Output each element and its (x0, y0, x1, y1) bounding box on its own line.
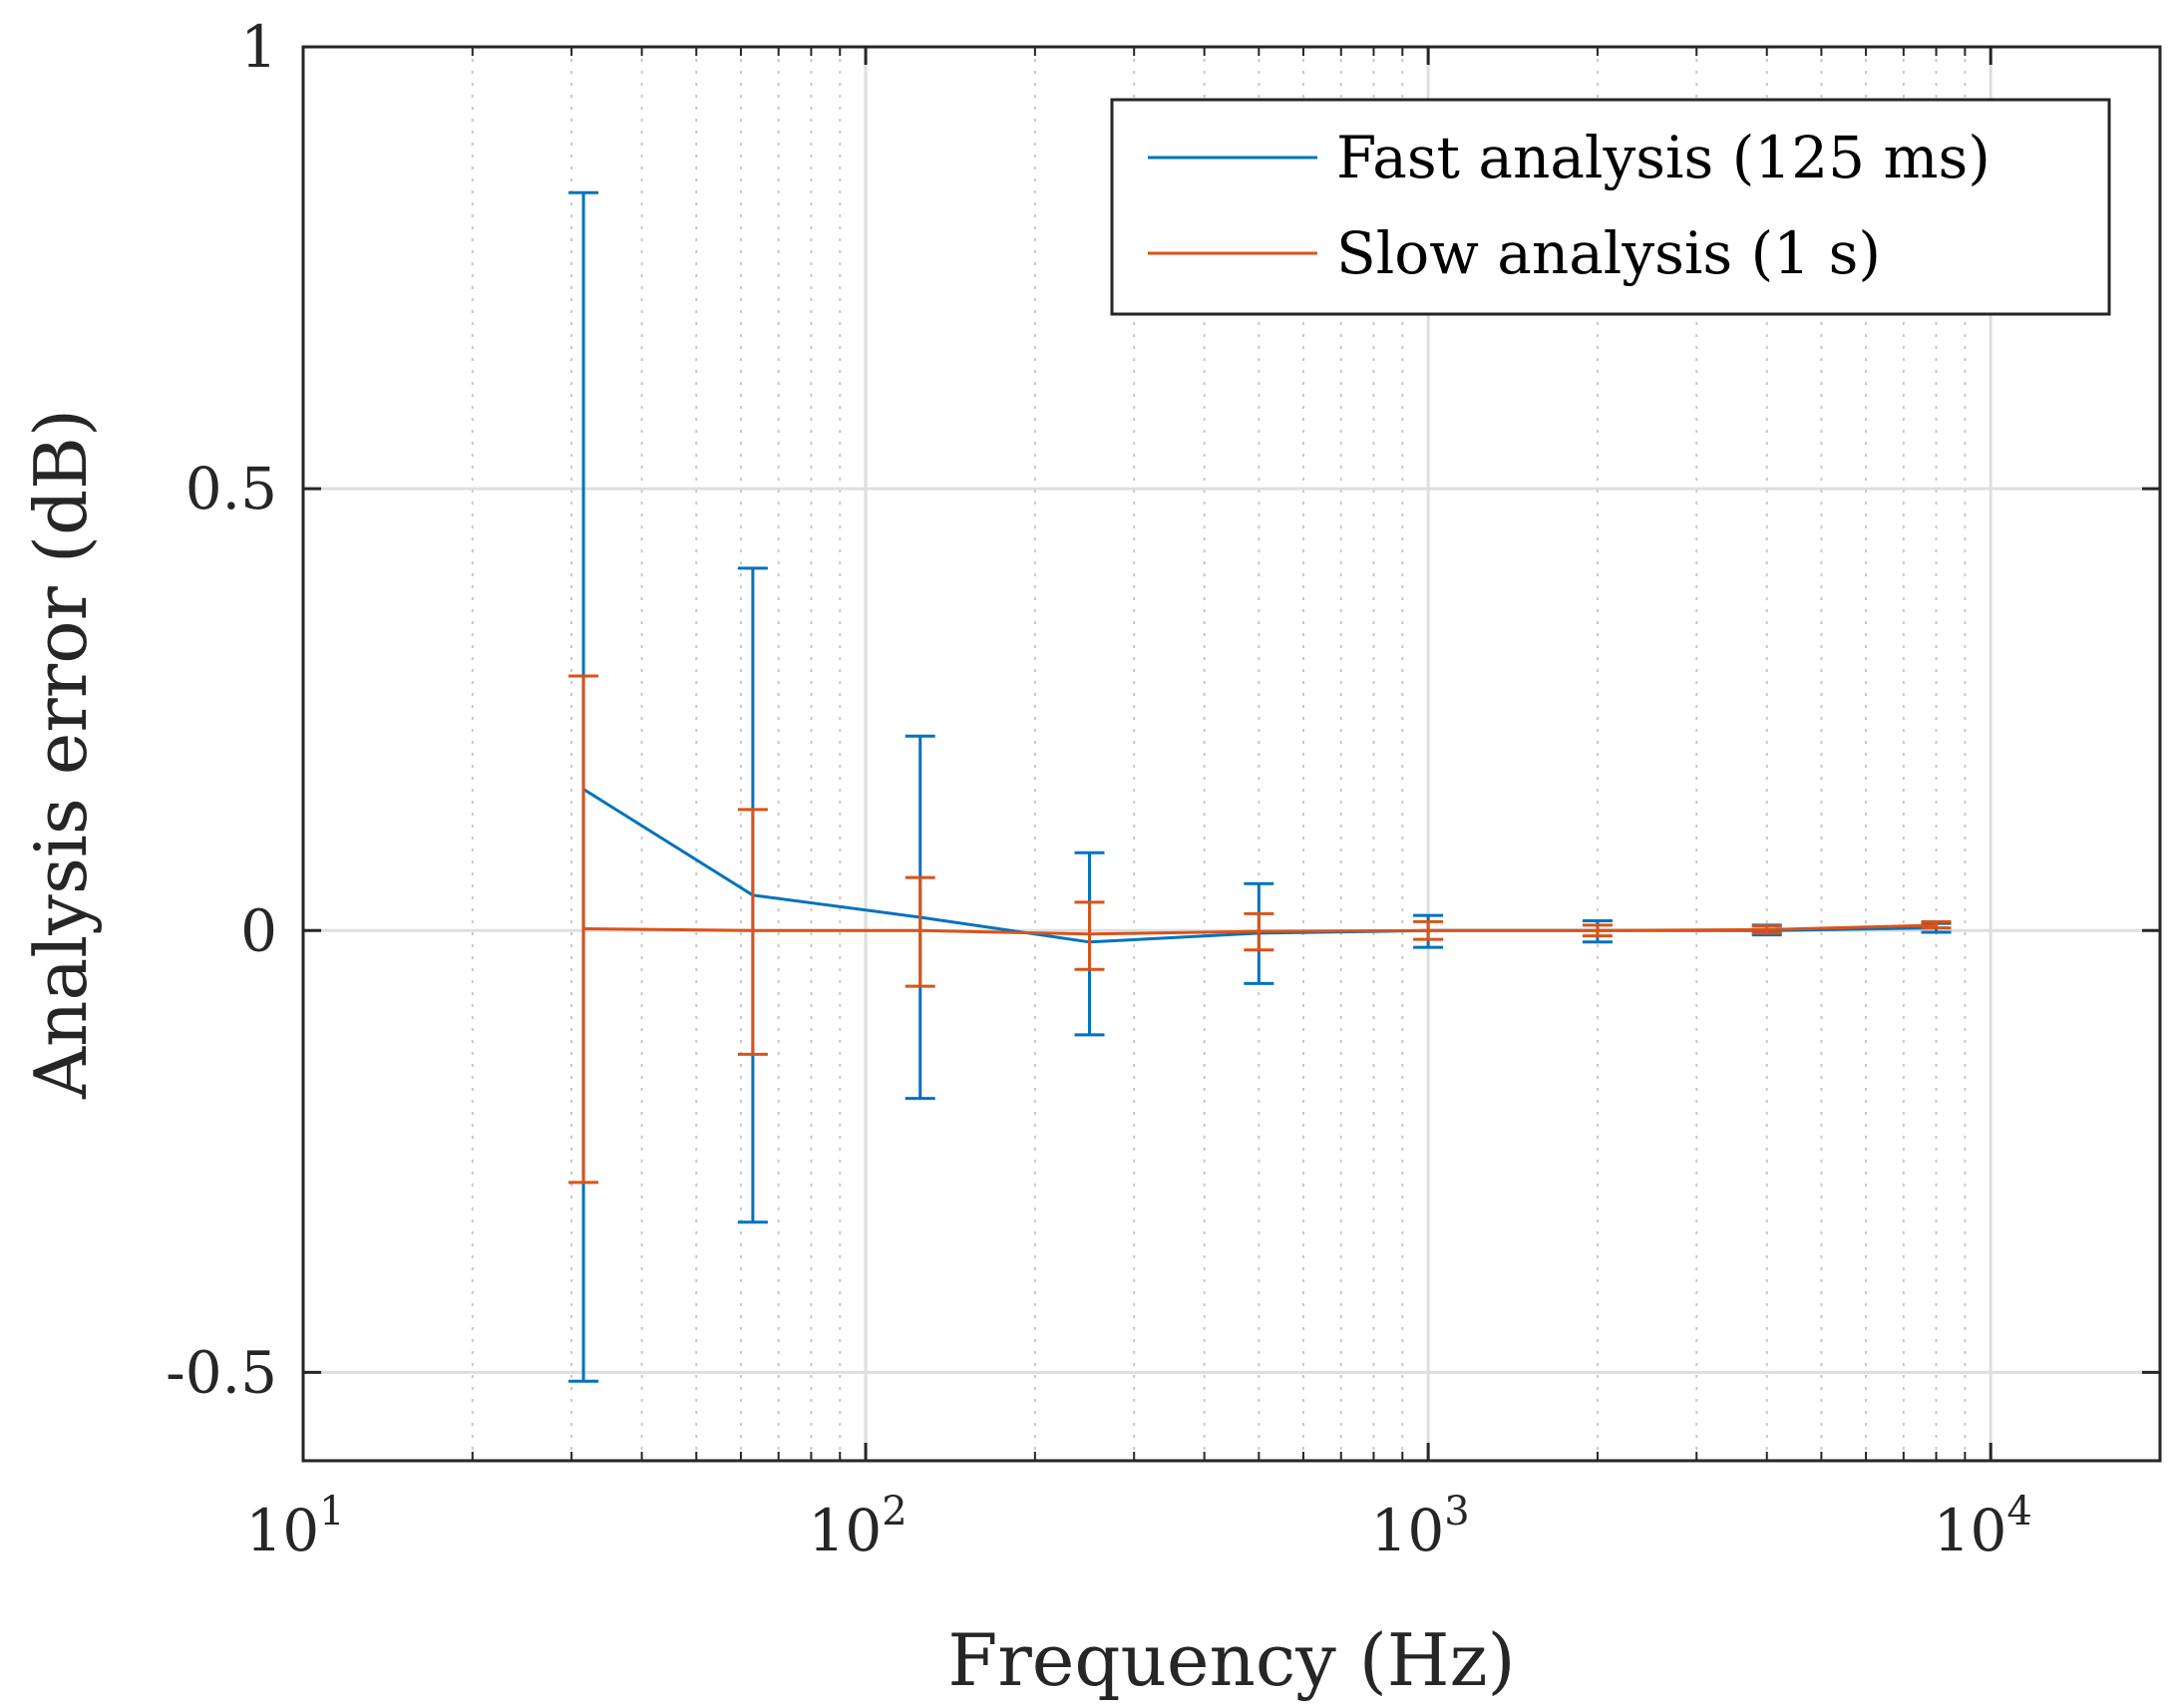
x-tick-label: 101 (245, 1489, 344, 1564)
ticks: 101 102 103 104 -0.5 0 0.5 1 (166, 13, 2160, 1564)
y-tick-label: 0.5 (185, 455, 277, 522)
error-bar (1244, 911, 1274, 952)
y-tick-label: -0.5 (166, 1338, 277, 1406)
x-axis-label: Frequency (Hz) (947, 1618, 1515, 1702)
x-tick-label: 102 (808, 1489, 906, 1564)
error-bar (1413, 919, 1444, 941)
x-tick-label: 104 (1934, 1489, 2032, 1564)
error-bar (1921, 919, 1952, 930)
x-tick-label: 103 (1370, 1489, 1469, 1564)
error-bar (737, 808, 768, 1056)
legend-label-fast: Fast analysis (125 ms) (1336, 124, 1991, 191)
error-bar (568, 674, 599, 1185)
error-bar (1074, 900, 1105, 971)
legend-label-slow: Slow analysis (1 s) (1336, 219, 1881, 287)
y-tick-label: 1 (240, 13, 277, 81)
legend: Fast analysis (125 ms) Slow analysis (1 … (1110, 98, 2111, 316)
series-layer (568, 190, 1952, 1383)
y-tick-label: 0 (240, 896, 277, 964)
series-slow (568, 674, 1952, 1185)
error-bar (905, 875, 935, 988)
error-bar (1751, 924, 1782, 935)
y-axis-label: Analysis error (dB) (19, 409, 103, 1100)
error-bar (1582, 923, 1613, 938)
plot-frame (301, 45, 2162, 1463)
legend-box (1110, 98, 2111, 316)
